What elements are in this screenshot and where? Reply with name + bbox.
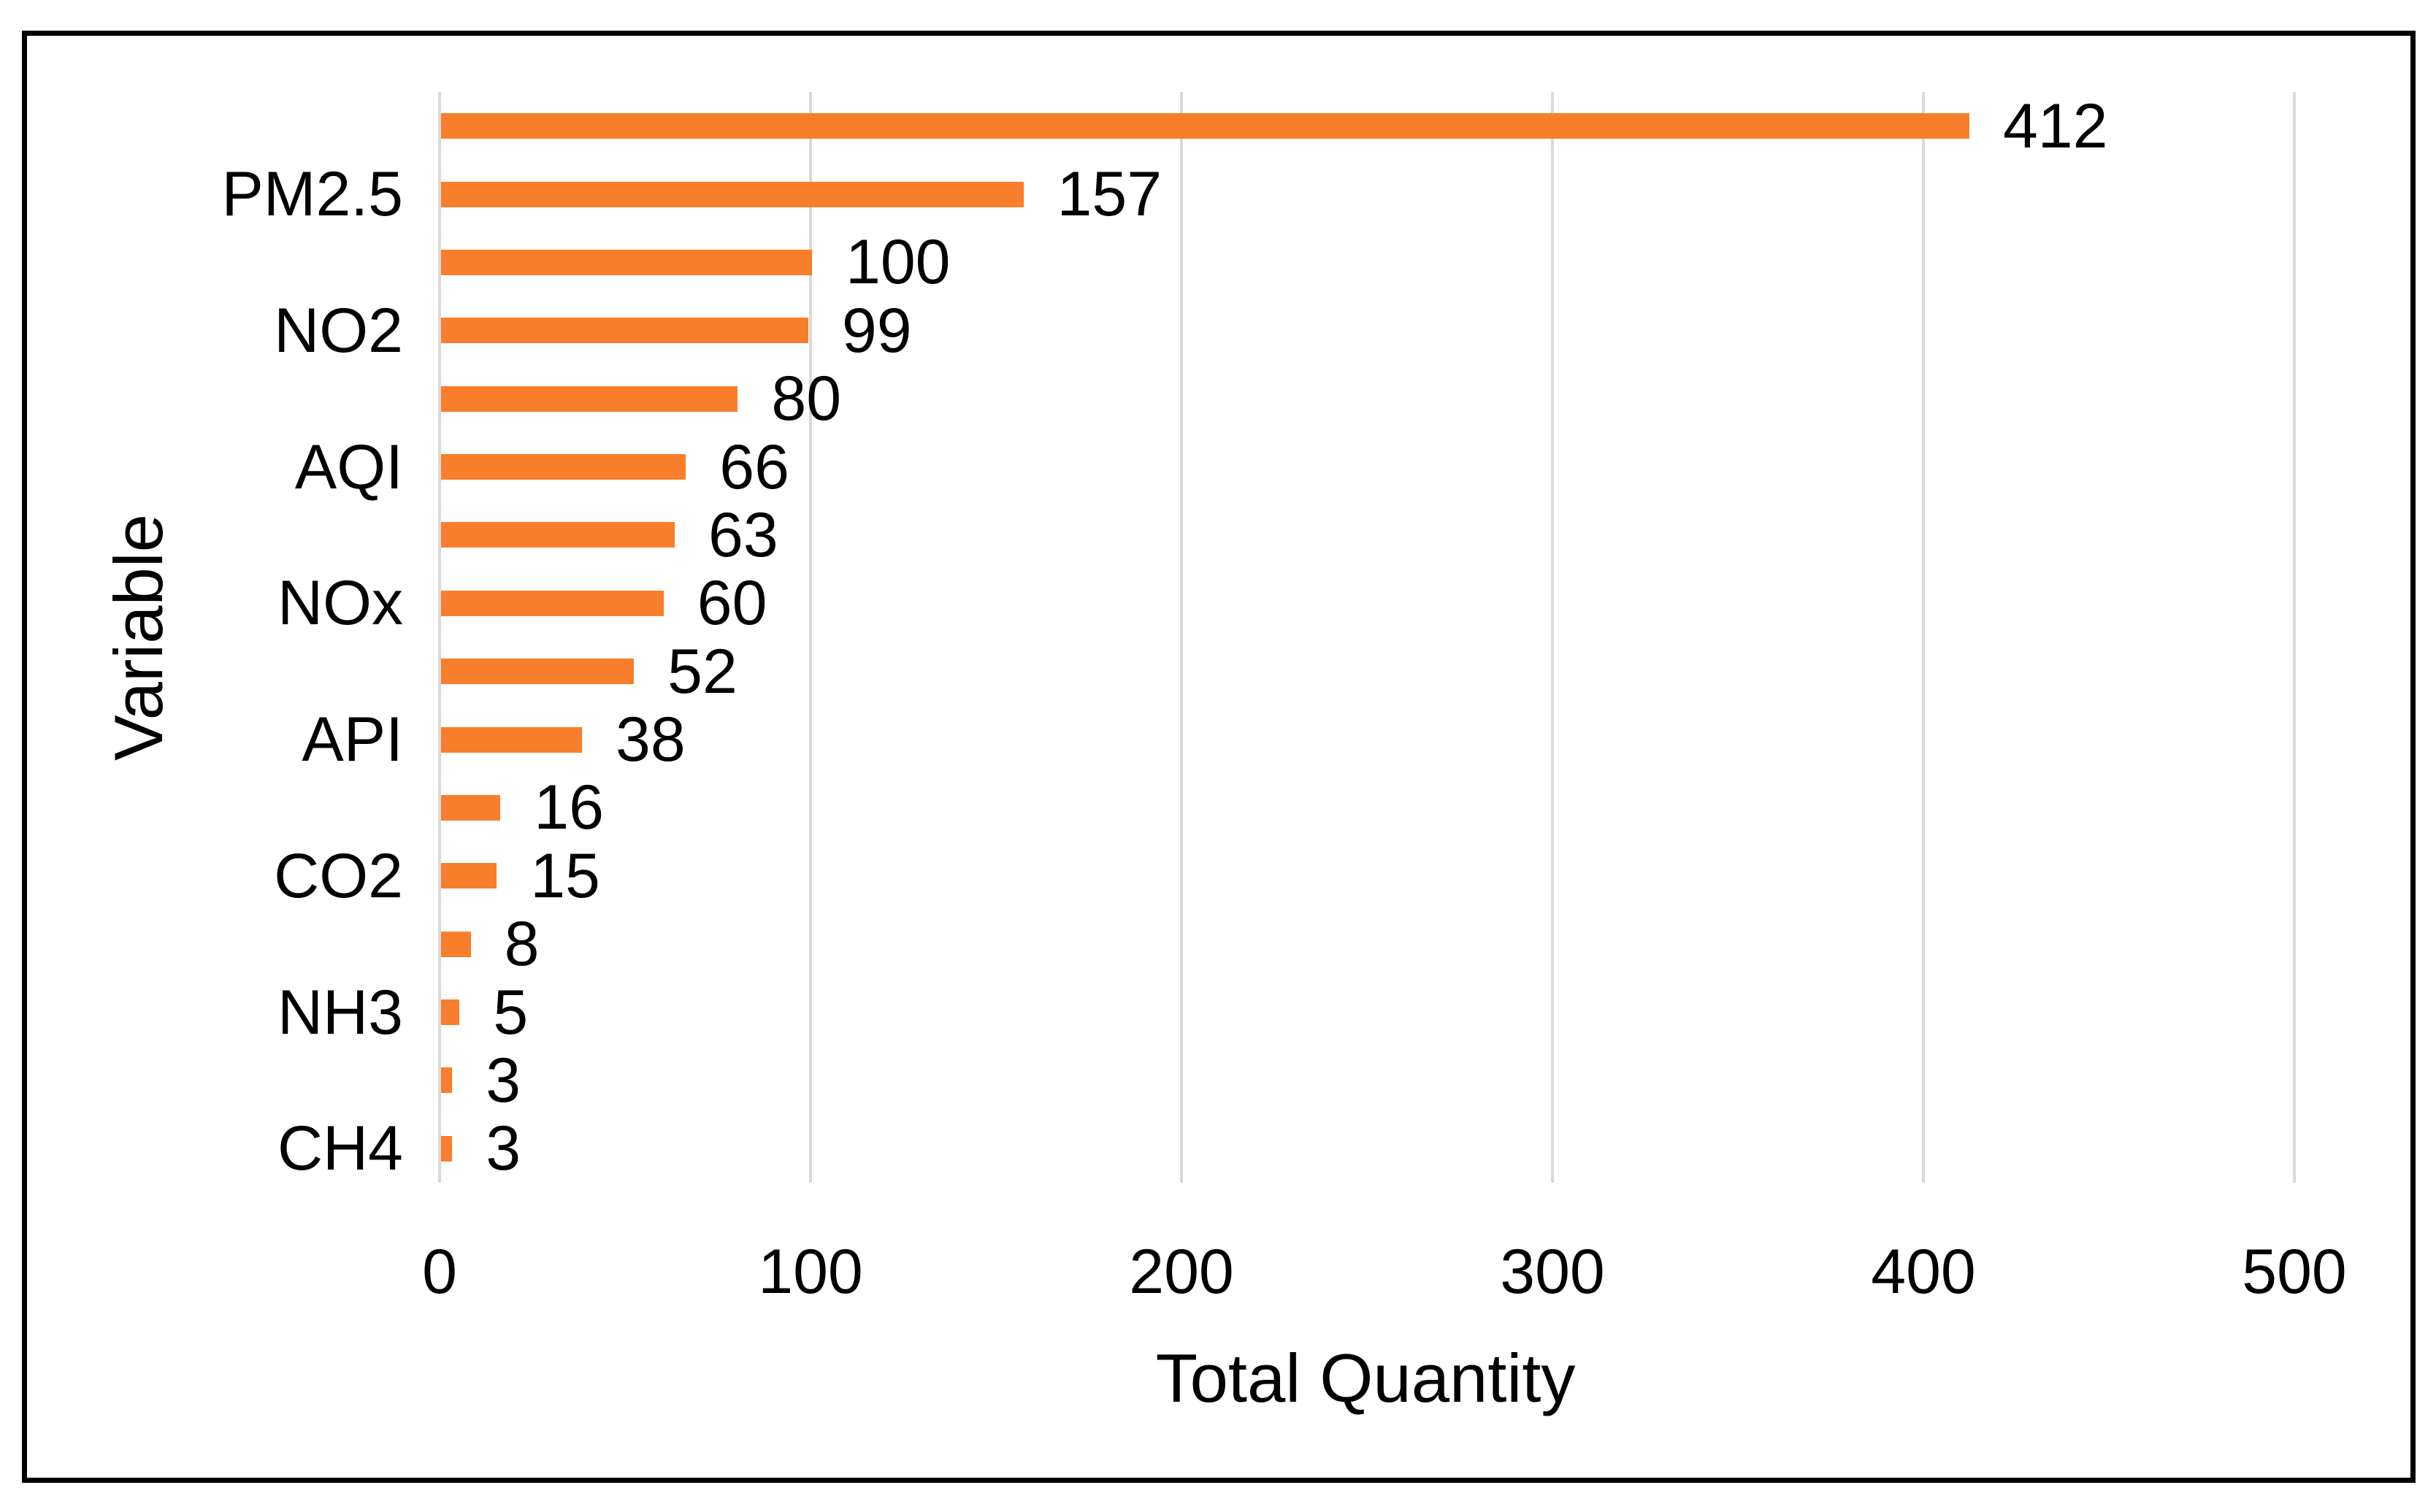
gridline [809,92,812,1183]
gridline [1180,92,1183,1183]
x-tick-label: 500 [2242,1237,2347,1307]
value-label-nh3: 5 [493,977,529,1048]
bar-unlabeled-12 [441,931,471,957]
value-label-unlabeled-2: 100 [846,227,951,298]
category-label-nox: NOx [277,568,403,639]
x-tick-label: 200 [1129,1237,1234,1307]
category-label-pm25: PM2.5 [221,159,403,230]
bar-unlabeled-6 [441,522,675,548]
value-label-unlabeled-12: 8 [504,909,540,980]
x-tick-label: 400 [1871,1237,1976,1307]
value-label-unlabeled-0: 412 [2002,91,2108,161]
bar-pm25 [441,181,1024,207]
x-tick-label: 300 [1500,1237,1605,1307]
y-axis-title: Variable [100,514,177,761]
bar-ch4 [441,1135,453,1162]
bar-unlabeled-8 [441,659,635,685]
category-label-ch4: CH4 [277,1113,403,1184]
category-label-api: API [302,705,403,775]
bar-unlabeled-0 [441,113,1969,139]
gridline [438,92,441,1183]
gridline [1922,92,1925,1183]
category-label-co2: CO2 [274,840,403,911]
value-label-unlabeled-6: 63 [708,499,778,570]
value-label-ch4: 3 [486,1113,521,1184]
value-label-nox: 60 [697,568,767,639]
bar-unlabeled-10 [441,794,501,821]
value-label-pm25: 157 [1057,159,1163,230]
value-label-aqi: 66 [719,431,789,502]
bar-co2 [441,863,497,889]
gridline [2293,92,2296,1183]
bar-unlabeled-4 [441,385,738,412]
x-tick-label: 0 [422,1237,457,1307]
bar-no2 [441,318,808,344]
y-axis-category-labels: PM2.5 NO2 AQI NOx API CO2 NH3 CH4 [0,92,403,1183]
category-label-nh3: NH3 [277,977,403,1048]
bar-nox [441,590,664,616]
chart-border [22,31,2416,1483]
bar-unlabeled-2 [441,249,812,275]
bar-api [441,726,583,753]
category-label-no2: NO2 [274,295,403,366]
category-label-aqi: AQI [294,431,403,502]
value-label-unlabeled-8: 52 [667,636,738,707]
value-label-no2: 99 [841,295,912,366]
value-label-unlabeled-10: 16 [534,772,604,843]
value-label-api: 38 [616,705,686,775]
plot-area: 412 157 100 99 80 66 63 60 52 38 16 15 8 5 3 3 [438,92,2296,1183]
bar-unlabeled-14 [441,1067,453,1094]
x-tick-label: 100 [758,1237,863,1307]
value-label-unlabeled-14: 3 [486,1045,521,1116]
gridline [1551,92,1554,1183]
value-label-co2: 15 [530,840,600,911]
x-axis-title: Total Quantity [1155,1340,1576,1416]
bar-aqi [441,454,686,480]
value-label-unlabeled-4: 80 [771,364,842,434]
bar-nh3 [441,999,460,1026]
